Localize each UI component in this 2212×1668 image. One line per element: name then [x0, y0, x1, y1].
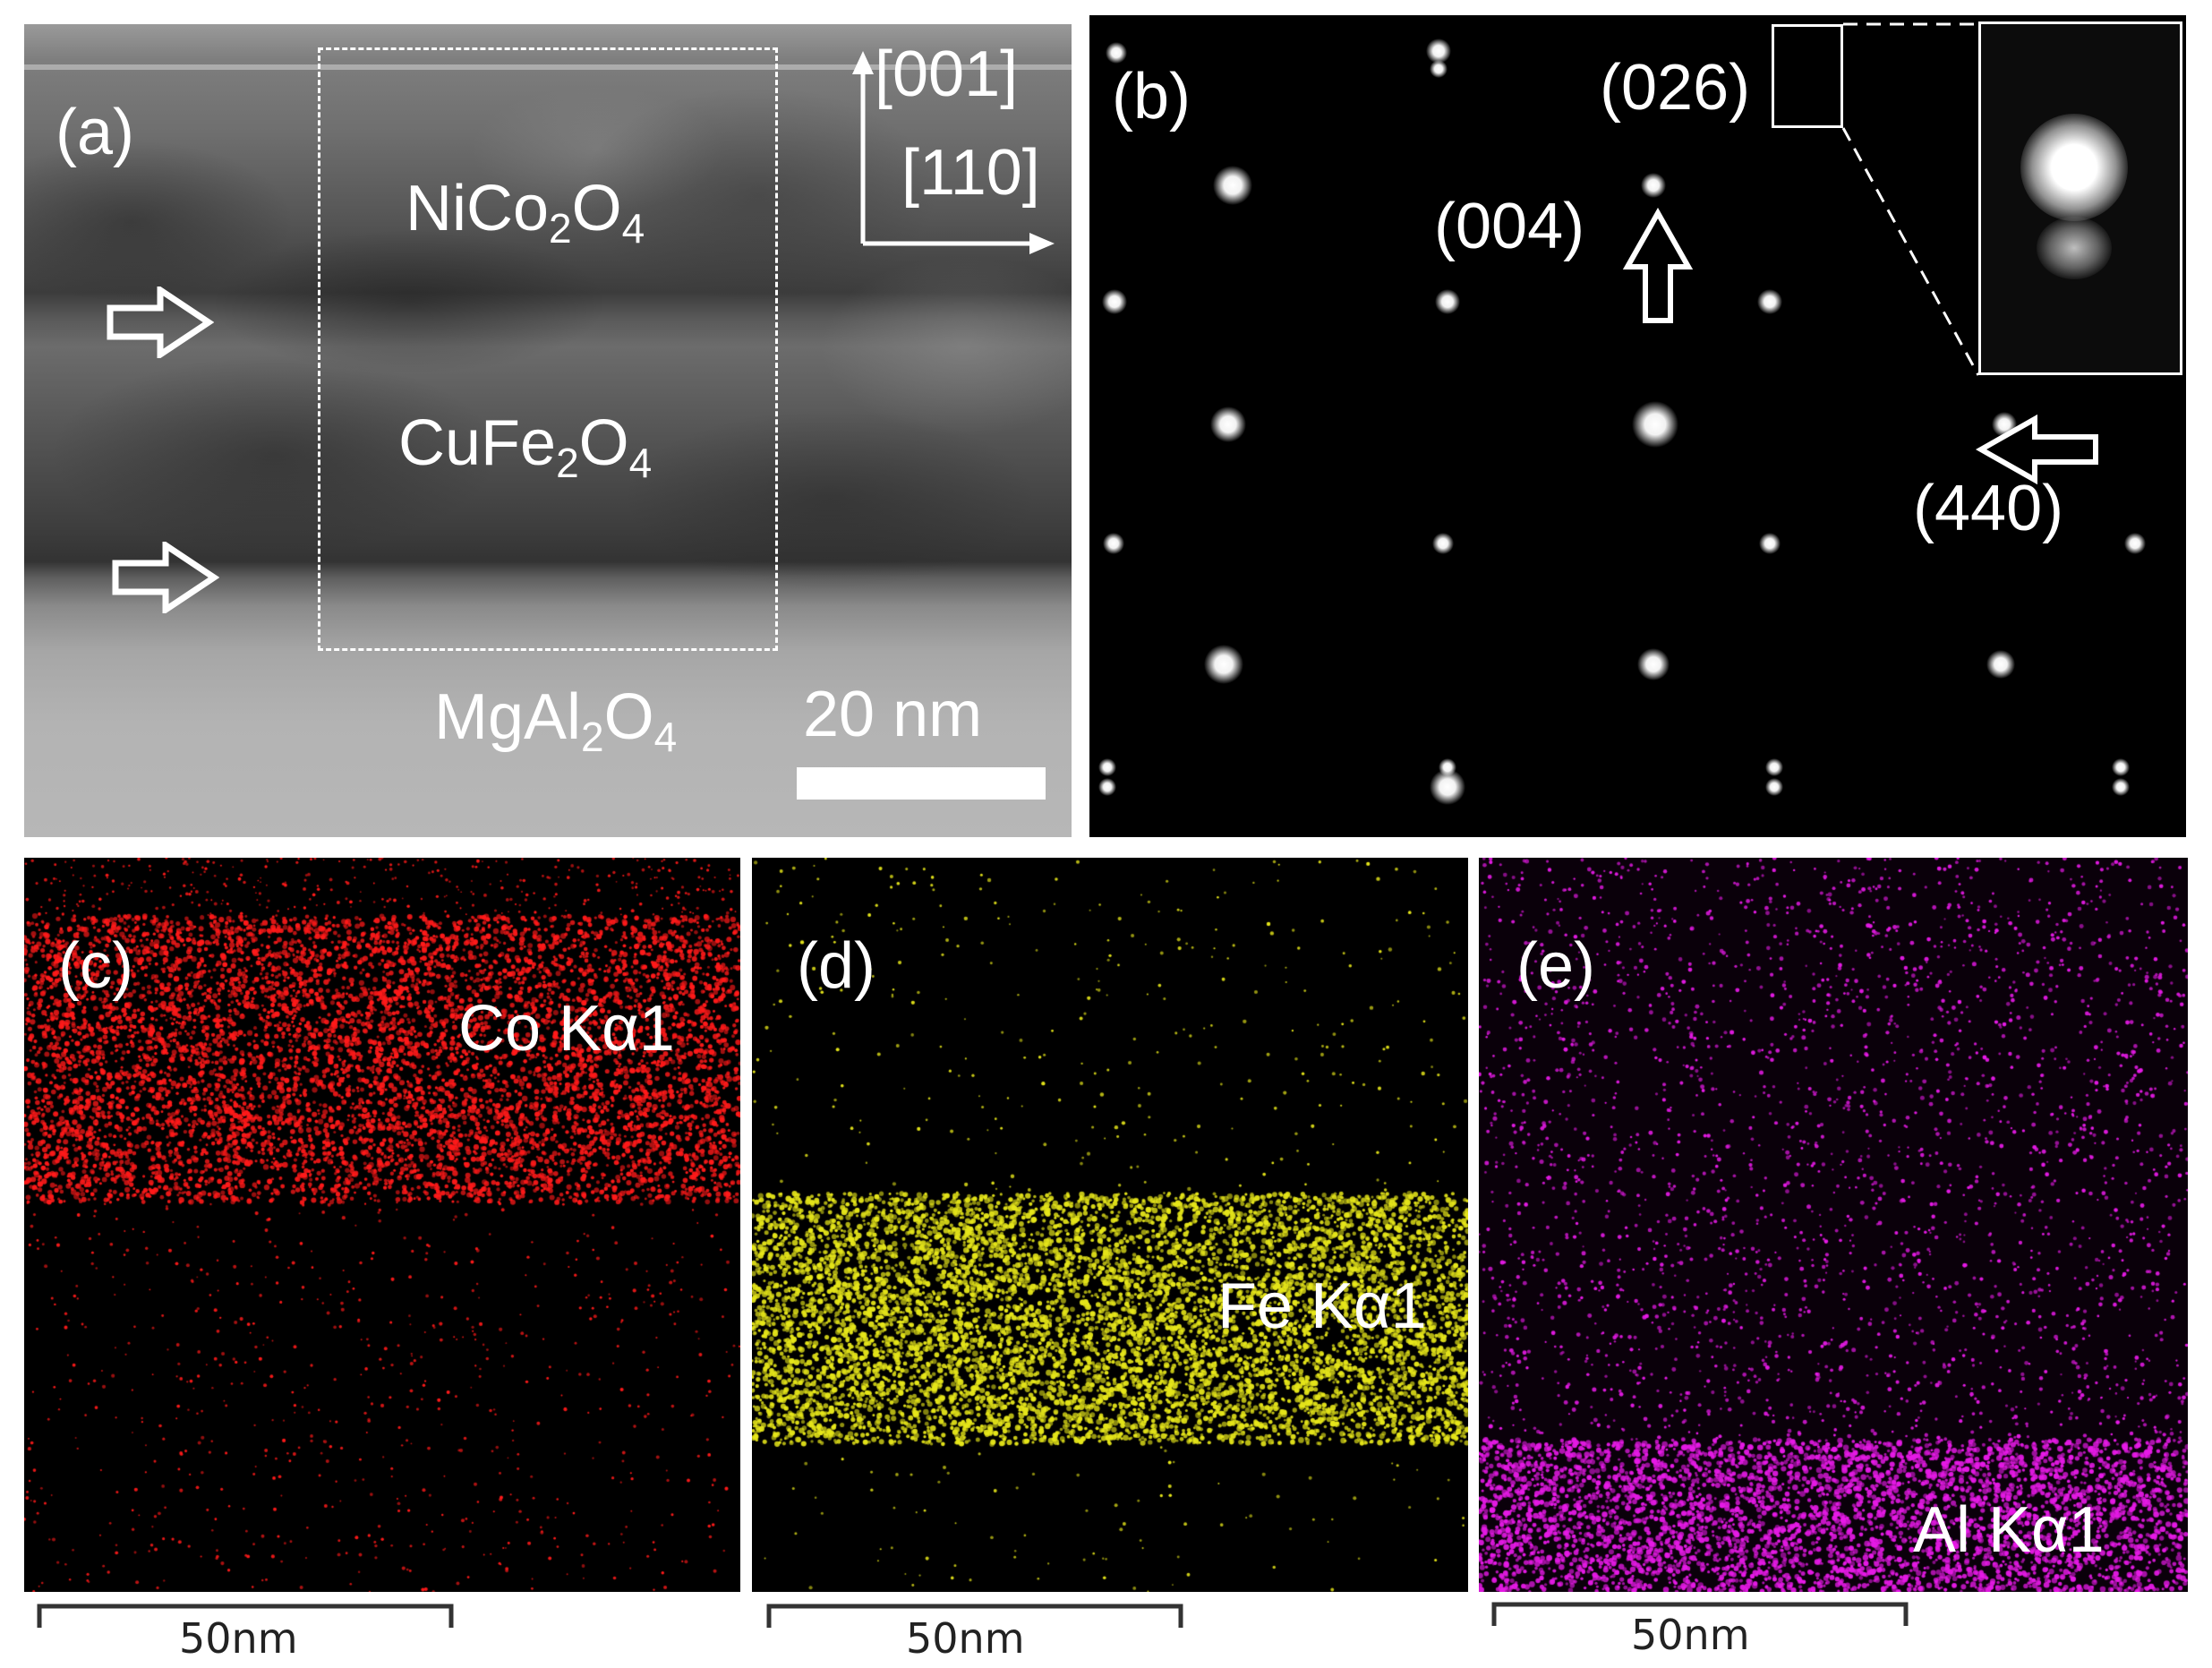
inset-zoom [1978, 21, 2182, 375]
panel-d-fe-map: (d) Fe Kα1 [752, 858, 1468, 1592]
crystal-axes-icon [852, 51, 1055, 254]
scale-label-c: 50nm [179, 1614, 298, 1663]
panel-c-co-map: (c) Co Kα1 [24, 858, 740, 1592]
diffraction-spot [1106, 42, 1127, 64]
diffraction-spot [1204, 645, 1243, 684]
panel-d-label: (d) [797, 930, 875, 1002]
diffraction-spot [1102, 289, 1127, 314]
diffraction-spot [1426, 38, 1451, 64]
diffraction-spot [1430, 60, 1448, 78]
diffraction-spot [1435, 289, 1460, 314]
panel-e-al-map: (e) Al Kα1 [1479, 858, 2188, 1592]
up-arrow-icon [1622, 208, 1694, 323]
scale-label-e: 50nm [1631, 1611, 1750, 1659]
diffraction-spots [1098, 38, 2164, 805]
diffraction-spot [1641, 173, 1666, 198]
film-texture [24, 78, 1072, 588]
layer-label-nico2o4: NiCo2O4 [406, 173, 645, 252]
spot-label-440: (440) [1913, 473, 2064, 544]
region-box [318, 47, 778, 651]
zoom-selection-box [1772, 24, 1843, 128]
diffraction-spot [1986, 650, 2015, 679]
axis-label-001: [001] [875, 38, 1019, 110]
diffraction-spot [1210, 406, 1246, 442]
diffraction-spot [1765, 778, 1783, 796]
zoom-connector-lines [1841, 22, 1980, 376]
element-label-al: Al Kα1 [1913, 1494, 2105, 1566]
panel-b-label: (b) [1112, 61, 1191, 133]
scale-bar-label: 20 nm [803, 679, 983, 750]
spot-label-004: (004) [1434, 191, 1585, 262]
al-dot-map [1479, 858, 2188, 1592]
diffraction-spot [1098, 758, 1116, 776]
scale-bar-c [37, 1604, 454, 1628]
diffraction-spot [2112, 778, 2130, 796]
element-label-fe: Fe Kα1 [1217, 1270, 1427, 1342]
diffraction-spot [1432, 533, 1454, 554]
scale-bar [797, 767, 1046, 800]
surface-line [24, 64, 1072, 70]
diffraction-spot [1759, 533, 1781, 554]
panel-a-label: (a) [56, 97, 134, 168]
diffraction-spot [1757, 289, 1782, 314]
panel-b-diffraction: (b) (026) (004) (440) [1089, 15, 2186, 837]
diffraction-spot [1430, 769, 1465, 805]
diffraction-spot [1765, 758, 1783, 776]
interface-arrow-icon [112, 542, 219, 613]
element-label-co: Co Kα1 [458, 993, 675, 1065]
scale-label-d: 50nm [906, 1614, 1025, 1663]
diffraction-spot [1637, 648, 1670, 680]
co-dot-map [24, 858, 740, 1592]
left-arrow-icon [1976, 414, 2098, 485]
layer-label-cufe2o4: CuFe2O4 [398, 407, 653, 486]
diffraction-spot [2112, 758, 2130, 776]
interface-arrow-icon [107, 287, 214, 358]
spot-label-026: (026) [1600, 52, 1751, 124]
panel-e-label: (e) [1516, 930, 1595, 1002]
diffraction-spot [1213, 166, 1252, 205]
diffraction-spot [2124, 533, 2146, 554]
diffraction-spot [1103, 533, 1124, 554]
scale-bar-d [766, 1604, 1183, 1628]
substrate-label-mgal2o4: MgAl2O4 [434, 681, 678, 760]
diffraction-spot [1098, 778, 1116, 796]
diffraction-spot [1632, 401, 1678, 448]
scale-bar-e [1491, 1602, 1909, 1626]
axis-label-110: [110] [901, 137, 1040, 209]
fe-dot-map [752, 858, 1468, 1592]
panel-c-label: (c) [58, 930, 133, 1002]
panel-a-tem-image: (a) NiCo2O4 CuFe2O4 MgAl2O4 [001] [110] … [24, 24, 1072, 837]
